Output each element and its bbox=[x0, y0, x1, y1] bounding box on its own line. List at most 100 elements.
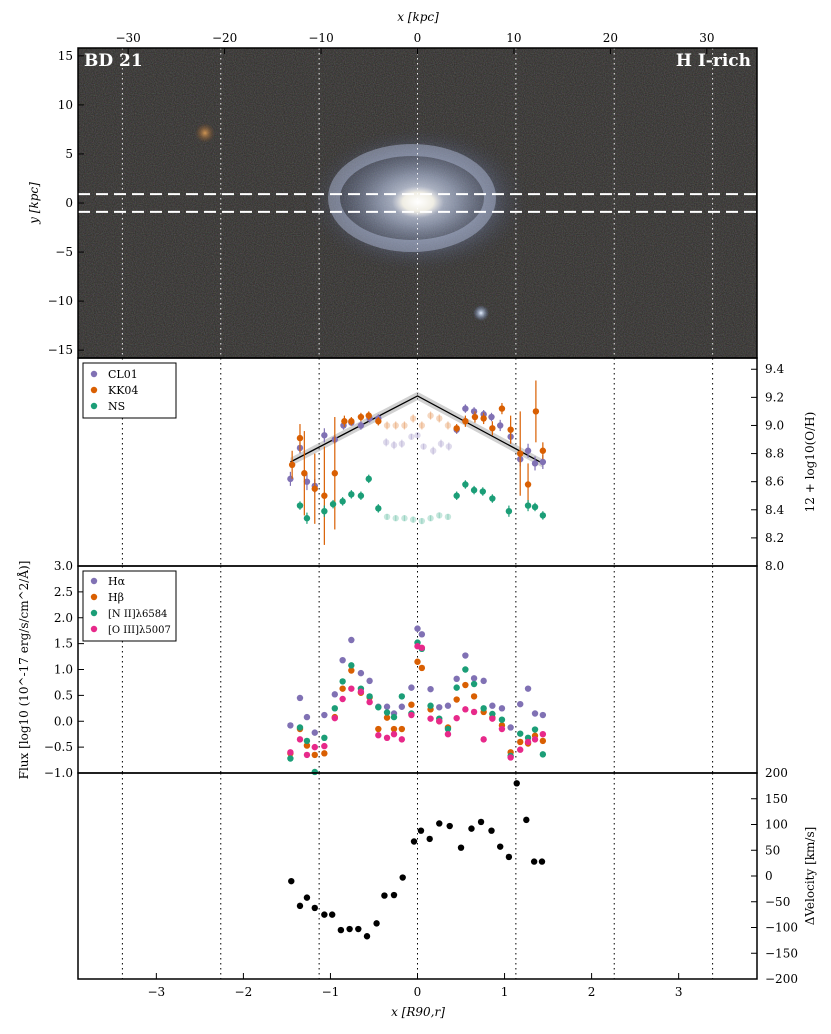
legend-marker-ns bbox=[90, 402, 98, 410]
metallicity-point-kk04 bbox=[321, 492, 328, 499]
top-tick-label: 10 bbox=[506, 31, 521, 45]
blue-star bbox=[473, 305, 489, 321]
met-ytick-label: 8.8 bbox=[765, 447, 784, 461]
flux-point-halpha bbox=[427, 685, 434, 693]
image-ytick-label: 15 bbox=[58, 49, 73, 63]
vel-ytick-label: −100 bbox=[765, 921, 798, 935]
flux-point-hbeta bbox=[414, 658, 421, 665]
flux-point-halpha bbox=[539, 711, 547, 719]
legend-label-cl01: CL01 bbox=[108, 368, 138, 381]
metallicity-point-ns bbox=[539, 512, 547, 519]
metallicity-point-ns bbox=[329, 500, 337, 508]
flux-point-nii bbox=[383, 709, 391, 716]
flux-point-halpha bbox=[357, 669, 365, 677]
metallicity-point-ns bbox=[348, 491, 355, 498]
legend-marker-cl01 bbox=[90, 370, 98, 378]
metallicity-point-ns bbox=[505, 507, 513, 515]
flux-ytick-label: 0.0 bbox=[54, 714, 73, 728]
metallicity-point-kk04 bbox=[392, 422, 399, 429]
velocity-point bbox=[373, 920, 380, 927]
flux-point-halpha bbox=[517, 700, 524, 708]
flux-point-halpha bbox=[470, 675, 478, 682]
met-ytick-label: 9.2 bbox=[765, 390, 784, 404]
flux-point-hbeta bbox=[453, 696, 460, 703]
velocity-point bbox=[488, 827, 495, 834]
metallicity-point-kk04 bbox=[436, 415, 443, 422]
velocity-point bbox=[523, 816, 530, 824]
flux-point-nii bbox=[427, 702, 434, 709]
metallicity-point-ns bbox=[321, 507, 328, 515]
metallicity-point-ns bbox=[470, 486, 478, 494]
metallicity-point-ns bbox=[303, 515, 311, 522]
flux-point-hbeta bbox=[408, 701, 415, 708]
velocity-point bbox=[321, 911, 328, 918]
metallicity-point-ns bbox=[339, 498, 346, 505]
flux-point-halpha bbox=[436, 704, 443, 711]
flux-point-hbeta bbox=[383, 714, 391, 721]
metallicity-point-cl01 bbox=[408, 433, 415, 440]
flux-point-hbeta bbox=[311, 751, 318, 759]
metallicity-point-ns bbox=[444, 513, 452, 521]
metallicity-point-kk04 bbox=[401, 422, 408, 429]
flux-panel: −1.0 −0.5 0.0 0.5 1.0 1.5 2.0 2.5 3.0 bbox=[44, 559, 714, 780]
velocity-point bbox=[417, 827, 425, 834]
metallicity-point-cl01 bbox=[398, 440, 406, 447]
metallicity-point-cl01 bbox=[321, 432, 328, 439]
flux-point-oiii bbox=[390, 730, 398, 738]
velocity-ylabel: ΔVelocity [km/s] bbox=[803, 827, 817, 926]
flux-point-halpha bbox=[383, 703, 391, 710]
velocity-point bbox=[530, 858, 538, 865]
legend-marker-halpha bbox=[90, 577, 98, 585]
metallicity-point-kk04 bbox=[471, 413, 479, 421]
flux-point-hbeta bbox=[339, 685, 346, 692]
flux-point-nii bbox=[398, 693, 406, 700]
metallicity-point-ns bbox=[524, 502, 532, 509]
flux-point-oiii bbox=[375, 732, 382, 739]
metallicity-fit-band bbox=[290, 391, 543, 468]
flux-point-oiii bbox=[418, 644, 426, 651]
metallicity-point-kk04 bbox=[418, 422, 426, 429]
metallicity-point-kk04 bbox=[357, 413, 365, 421]
image-ytick-label: −15 bbox=[48, 343, 73, 357]
flux-point-nii bbox=[366, 693, 373, 700]
metallicity-point-kk04 bbox=[462, 418, 469, 425]
flux-point-nii bbox=[470, 680, 478, 688]
flux-point-nii bbox=[462, 666, 469, 673]
flux-point-hbeta bbox=[348, 667, 355, 674]
velocity-frame bbox=[77, 772, 758, 980]
vel-xtick-label: 2 bbox=[588, 985, 596, 999]
metallicity-point-cl01 bbox=[524, 447, 532, 454]
flux-point-hbeta bbox=[517, 738, 524, 746]
flux-point-nii bbox=[296, 724, 304, 731]
velocity-point bbox=[363, 933, 371, 940]
met-ytick-label: 8.2 bbox=[765, 531, 784, 545]
metallicity-point-cl01 bbox=[470, 408, 478, 415]
legend-label-halpha: Hα bbox=[108, 575, 126, 588]
vel-xtick-label: 0 bbox=[414, 985, 422, 999]
velocity-point bbox=[496, 843, 504, 850]
flux-point-nii bbox=[489, 710, 496, 718]
legend-label-nii: [N II]λ6584 bbox=[108, 609, 167, 620]
metallicity-point-cl01 bbox=[303, 478, 311, 485]
met-ytick-label: 8.0 bbox=[765, 559, 784, 573]
velocity-point bbox=[468, 825, 475, 832]
flux-point-oiii bbox=[321, 742, 328, 750]
image-label-right: H I-rich bbox=[676, 51, 751, 71]
velocity-point bbox=[477, 818, 485, 826]
metallicity-point-cl01 bbox=[382, 439, 390, 446]
legend-label-kk04: KK04 bbox=[108, 384, 138, 397]
metallicity-point-ns bbox=[296, 502, 304, 509]
flux-point-nii bbox=[287, 755, 294, 762]
flux-point-halpha bbox=[287, 722, 294, 729]
vel-ytick-label: 200 bbox=[765, 766, 788, 780]
top-tick-label: −10 bbox=[308, 31, 333, 45]
metallicity-point-kk04 bbox=[348, 418, 355, 425]
metallicity-point-kk04 bbox=[489, 425, 496, 432]
flux-point-halpha bbox=[507, 724, 514, 731]
legend-marker-kk04 bbox=[90, 386, 98, 394]
velocity-point bbox=[446, 822, 453, 830]
flux-point-nii bbox=[539, 751, 547, 758]
legend-label-hbeta: Hβ bbox=[108, 591, 124, 604]
metallicity-point-kk04 bbox=[517, 450, 524, 457]
flux-point-nii bbox=[498, 716, 506, 723]
